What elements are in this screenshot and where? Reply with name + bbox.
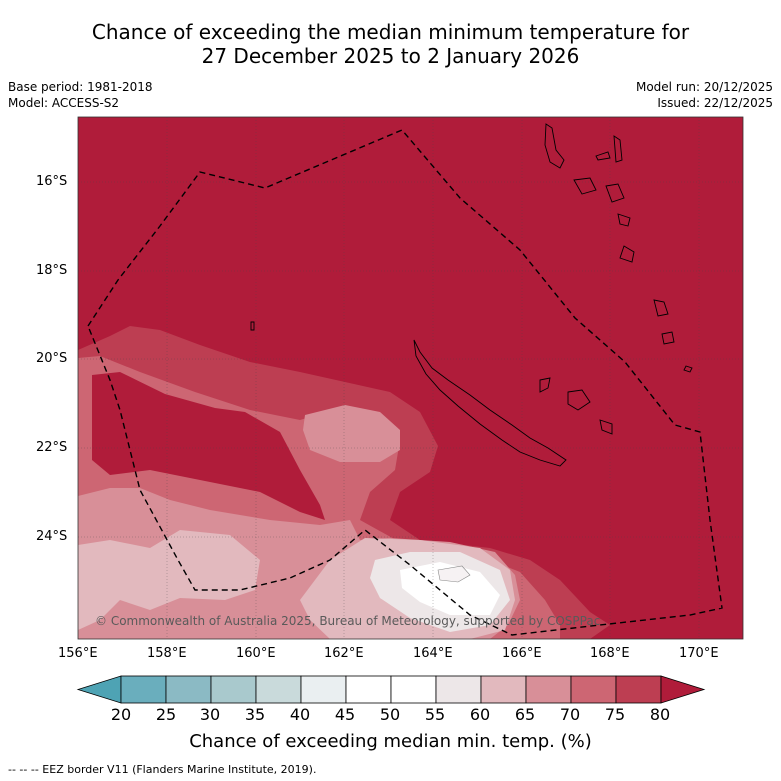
colorbar-tick: 60 <box>469 705 491 724</box>
colorbar-swatch <box>165 675 212 704</box>
colorbar-tick: 55 <box>424 705 446 724</box>
lat-label-24s: 24°S <box>36 529 68 544</box>
probability-contour-inner <box>437 565 471 583</box>
model-run: Model run: 20/12/2025 <box>635 80 773 94</box>
colorbar-tick: 80 <box>649 705 671 724</box>
coastlines <box>250 123 693 467</box>
new-caledonia-coastline <box>413 339 567 467</box>
colorbar-swatch <box>480 675 527 704</box>
colorbar-extend-high <box>660 675 706 704</box>
colorbar-tick: 25 <box>155 705 177 724</box>
eez-footnote: -- -- -- EEZ border V11 (Flanders Marine… <box>8 763 317 776</box>
lon-label-160e: 160°E <box>236 646 276 661</box>
colorbar <box>76 675 706 704</box>
copyright-notice: © Commonwealth of Australia 2025, Bureau… <box>95 614 601 628</box>
chart-title-line1: Chance of exceeding the median minimum t… <box>91 20 690 44</box>
base-period: Base period: 1981-2018 <box>8 80 153 94</box>
colorbar-tick: 65 <box>514 705 536 724</box>
lon-label-162e: 162°E <box>324 646 364 661</box>
lat-label-16s: 16°S <box>36 174 68 189</box>
colorbar-tick: 40 <box>289 705 311 724</box>
lon-label-156e: 156°E <box>58 646 98 661</box>
colorbar-tick: 20 <box>110 705 132 724</box>
colorbar-tick: 30 <box>199 705 221 724</box>
colorbar-title: Chance of exceeding median min. temp. (%… <box>189 731 592 752</box>
colorbar-swatch <box>120 675 167 704</box>
colorbar-swatch <box>435 675 482 704</box>
colorbar-swatch <box>615 675 662 704</box>
colorbar-swatch <box>345 675 392 704</box>
lon-label-164e: 164°E <box>413 646 453 661</box>
colorbar-tick: 45 <box>334 705 356 724</box>
colorbar-swatch <box>390 675 437 704</box>
lon-label-166e: 166°E <box>502 646 542 661</box>
issued-date: Issued: 22/12/2025 <box>657 96 773 110</box>
colorbar-tick: 50 <box>379 705 401 724</box>
lon-label-158e: 158°E <box>147 646 187 661</box>
eez-border <box>87 129 723 636</box>
colorbar-swatch <box>570 675 617 704</box>
lon-label-168e: 168°E <box>590 646 630 661</box>
map-frame <box>77 116 744 640</box>
lon-label-170e: 170°E <box>679 646 719 661</box>
chart-title-line2: 27 December 2025 to 2 January 2026 <box>201 44 580 68</box>
colorbar-tick: 75 <box>604 705 626 724</box>
probability-band-45-55 <box>400 562 500 615</box>
colorbar-swatch <box>300 675 347 704</box>
graticule <box>78 117 743 639</box>
lat-label-18s: 18°S <box>36 263 68 278</box>
colorbar-tick: 35 <box>244 705 266 724</box>
lat-label-22s: 22°S <box>36 440 68 455</box>
probability-band-80plus-west <box>92 372 325 520</box>
colorbar-tick: 70 <box>559 705 581 724</box>
vanuatu-coastline <box>544 123 693 373</box>
loyalty-islands-coastline <box>539 377 613 435</box>
colorbar-extend-low <box>76 675 122 704</box>
colorbar-swatch <box>255 675 302 704</box>
chesterfield-islets <box>250 321 255 331</box>
probability-band-60-65 <box>78 530 260 630</box>
lat-label-20s: 20°S <box>36 351 68 366</box>
map-panel <box>78 117 743 639</box>
colorbar-swatch <box>210 675 257 704</box>
colorbar-swatch <box>525 675 572 704</box>
model-name: Model: ACCESS-S2 <box>8 96 120 110</box>
